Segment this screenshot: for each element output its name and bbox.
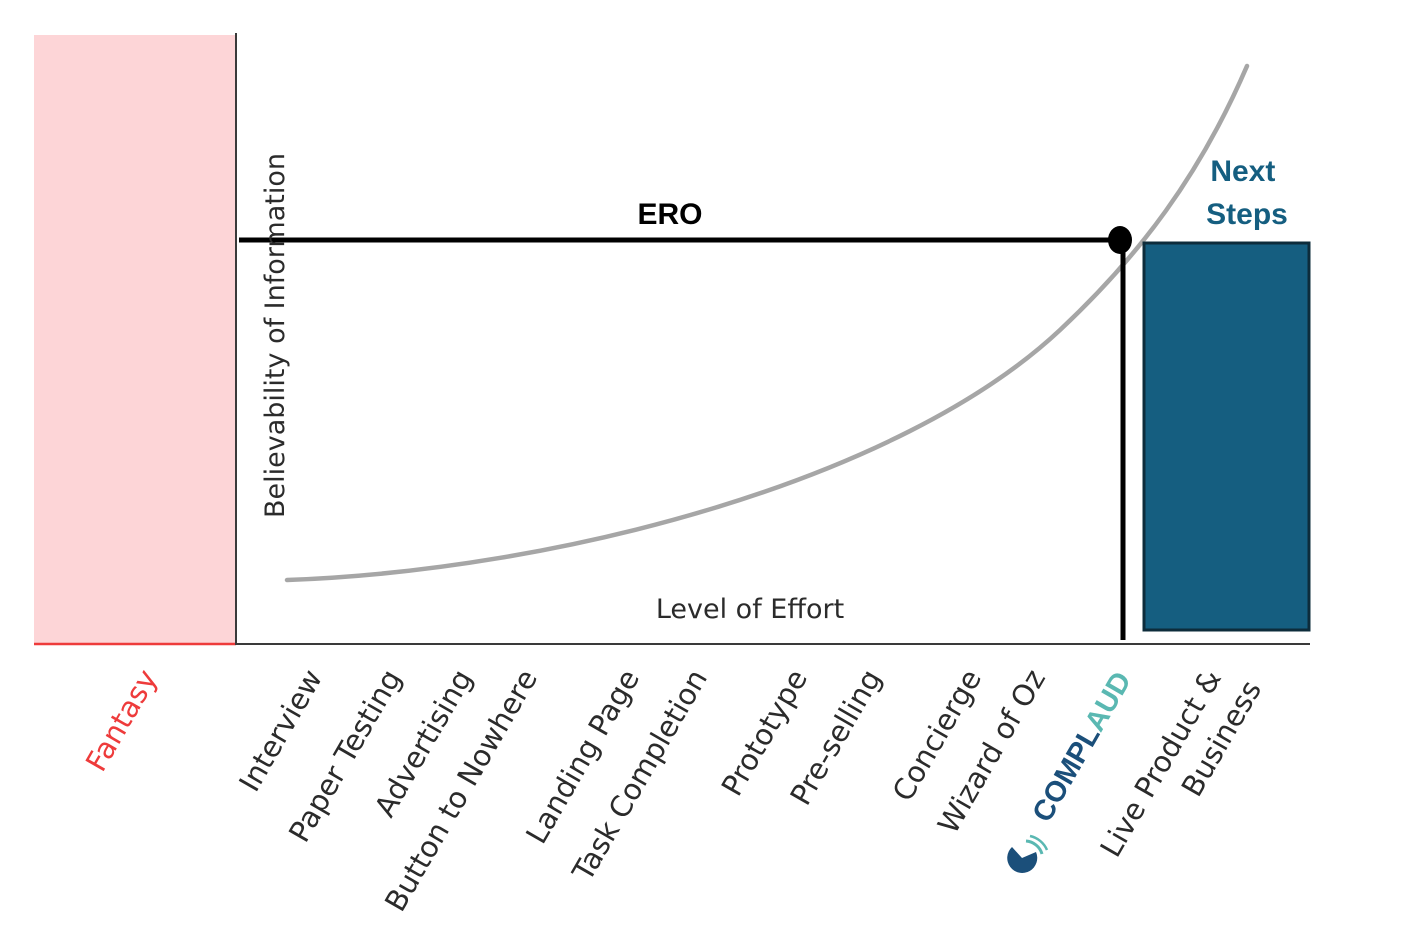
next-steps-block (1142, 241, 1311, 632)
logo-pie-icon (1007, 847, 1038, 873)
next-steps-line-1: Next (1210, 155, 1275, 188)
ero-label: ERO (637, 198, 702, 231)
y-axis-title: Believability of Information (260, 153, 291, 518)
logo-wave-icon-1 (1025, 839, 1044, 855)
next-steps-label: Next Steps (1206, 155, 1288, 231)
complaud-logo-icon (1007, 834, 1049, 873)
logo-wave-icon-2 (1029, 834, 1049, 851)
complaud-logo-text-teal: AUD (1079, 667, 1138, 737)
complaud-logo-text-dark: COMPL (1027, 721, 1107, 828)
next-steps-line-2: Steps (1206, 198, 1288, 231)
x-axis-title: Level of Effort (656, 594, 844, 625)
fantasy-region (34, 35, 236, 644)
fantasy-label: Fantasy (79, 664, 164, 778)
believability-curve (284, 63, 1250, 583)
ero-point-marker (1108, 226, 1132, 254)
